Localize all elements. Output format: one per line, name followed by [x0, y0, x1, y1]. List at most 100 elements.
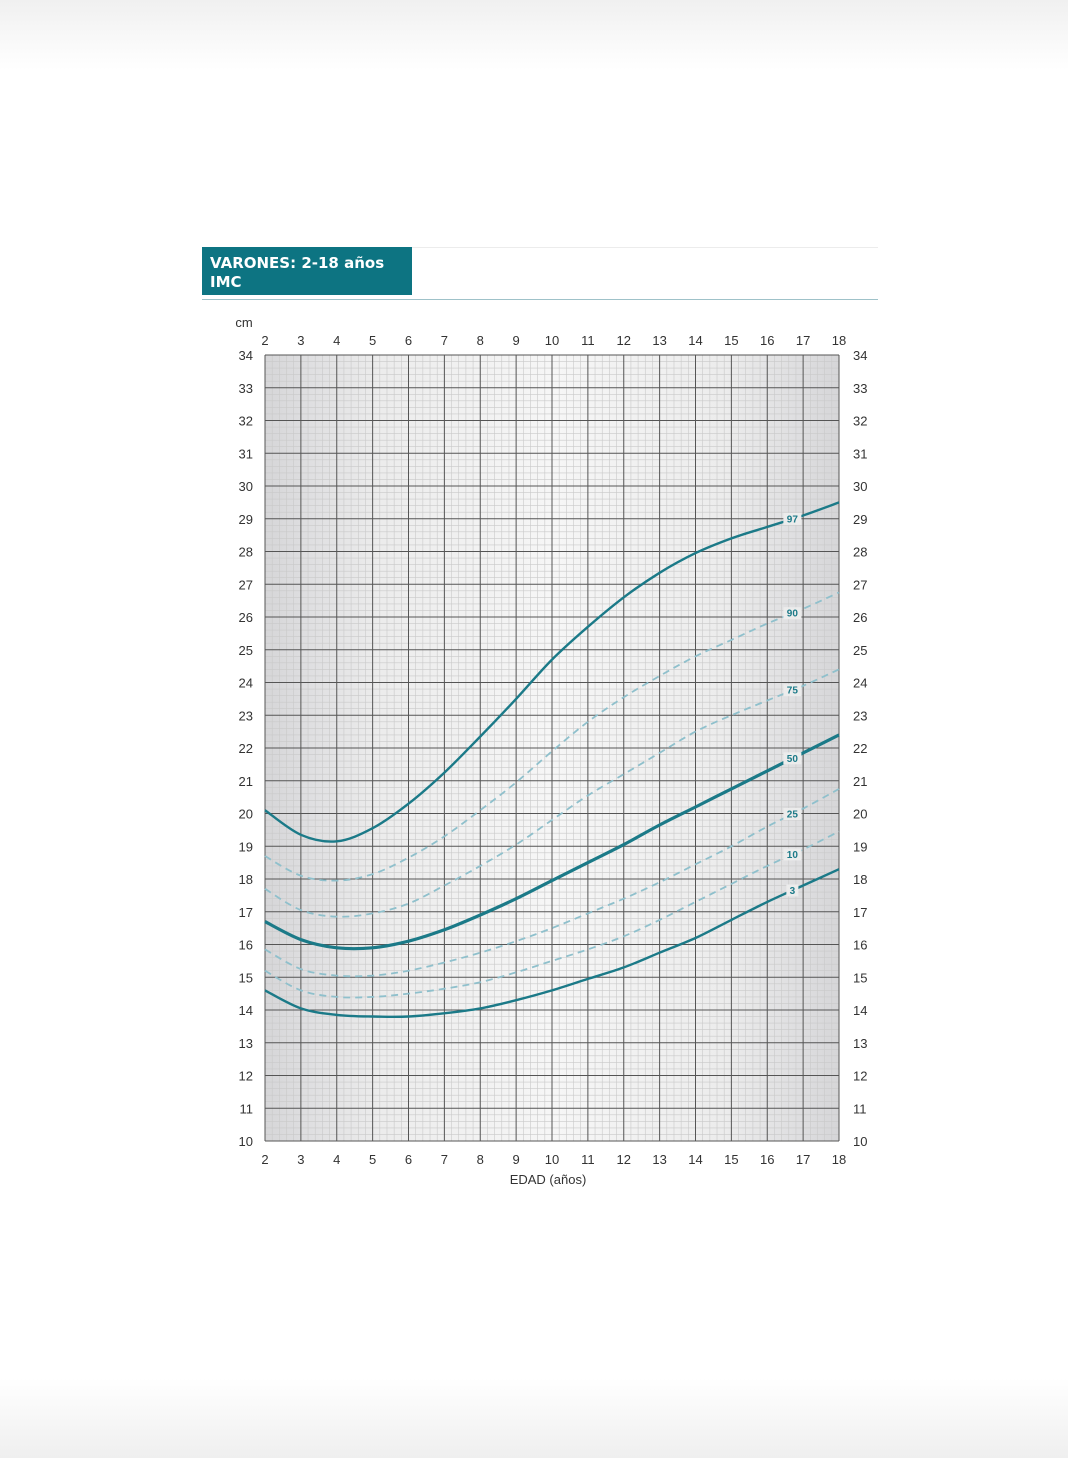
y-tick-label-right: 24: [853, 676, 867, 691]
x-tick-label-top: 13: [652, 333, 666, 348]
header-rule: [202, 299, 878, 300]
y-tick-label-right: 26: [853, 610, 867, 625]
y-tick-label-right: 33: [853, 381, 867, 396]
percentile-label-bg: [783, 607, 802, 620]
percentile-label-bg: [783, 512, 802, 525]
y-tick-label-right: 21: [853, 774, 867, 789]
percentile-label-p75: 75: [787, 686, 799, 697]
percentile-curve-p75: [264, 668, 840, 918]
y-tick-label-left: 21: [239, 774, 253, 789]
y-tick-label-right: 12: [853, 1069, 867, 1084]
y-tick-label-right: 27: [853, 577, 867, 592]
y-tick-label-left: 26: [239, 610, 253, 625]
x-tick-label-top: 12: [617, 333, 631, 348]
chart-subtitle: IMC: [210, 273, 242, 291]
y-tick-label-right: 32: [853, 414, 867, 429]
x-tick-label-bottom: 13: [652, 1152, 666, 1167]
x-tick-label-top: 17: [796, 333, 810, 348]
x-tick-label-bottom: 15: [724, 1152, 738, 1167]
y-tick-label-left: 23: [239, 708, 253, 723]
x-tick-label-bottom: 3: [297, 1152, 304, 1167]
x-tick-label-bottom: 10: [545, 1152, 559, 1167]
x-tick-label-bottom: 9: [513, 1152, 520, 1167]
x-tick-label-top: 10: [545, 333, 559, 348]
y-tick-label-left: 16: [239, 938, 253, 953]
top-rule: [412, 247, 878, 248]
percentile-curve-p25: [264, 788, 840, 978]
y-tick-label-right: 10: [853, 1134, 867, 1149]
percentile-label-bg: [783, 807, 802, 820]
chart-title: VARONES: 2-18 años: [210, 254, 385, 272]
y-tick-label-right: 18: [853, 872, 867, 887]
x-tick-label-top: 15: [724, 333, 738, 348]
y-tick-label-left: 18: [239, 872, 253, 887]
x-tick-label-top: 9: [513, 333, 520, 348]
y-tick-label-left: 15: [239, 970, 253, 985]
y-tick-label-left: 20: [239, 807, 253, 822]
y-tick-label-right: 23: [853, 708, 867, 723]
x-tick-label-bottom: 8: [477, 1152, 484, 1167]
y-tick-label-left: 32: [239, 414, 253, 429]
percentile-label-bg: [786, 884, 799, 897]
percentile-label-p50: 50: [787, 754, 799, 765]
percentile-label-bg: [783, 848, 802, 861]
y-tick-label-left: 12: [239, 1069, 253, 1084]
percentile-label-bg: [783, 684, 802, 697]
y-tick-label-right: 34: [853, 348, 867, 363]
y-tick-label-left: 22: [239, 741, 253, 756]
y-tick-label-left: 31: [239, 446, 253, 461]
grid-major: [264, 354, 840, 1142]
x-tick-label-top: 18: [832, 333, 846, 348]
percentile-label-p25: 25: [787, 809, 799, 820]
y-tick-label-left: 24: [239, 676, 253, 691]
x-tick-label-bottom: 18: [832, 1152, 846, 1167]
tick-labels: 2233445566778899101011111212131314141515…: [239, 333, 868, 1167]
y-tick-label-right: 20: [853, 807, 867, 822]
y-tick-label-right: 16: [853, 938, 867, 953]
y-tick-label-right: 17: [853, 905, 867, 920]
y-axis-unit: cm: [235, 315, 252, 330]
y-tick-label-right: 28: [853, 545, 867, 560]
x-tick-label-top: 14: [688, 333, 702, 348]
percentile-label-p97: 97: [787, 514, 799, 525]
y-tick-label-right: 22: [853, 741, 867, 756]
y-tick-label-right: 29: [853, 512, 867, 527]
x-tick-label-bottom: 2: [261, 1152, 268, 1167]
x-tick-label-top: 3: [297, 333, 304, 348]
y-tick-label-left: 34: [239, 348, 253, 363]
x-tick-label-bottom: 11: [581, 1152, 595, 1167]
percentile-label-p3: 3: [790, 886, 796, 897]
y-tick-label-right: 14: [853, 1003, 867, 1018]
y-tick-label-left: 17: [239, 905, 253, 920]
x-axis-label: EDAD (años): [510, 1172, 587, 1187]
y-tick-label-left: 11: [240, 1101, 254, 1116]
y-tick-label-left: 28: [239, 545, 253, 560]
x-tick-label-bottom: 6: [405, 1152, 412, 1167]
percentile-labels: 97 90 75 50 25 10 3: [783, 512, 802, 897]
percentile-curve-p50: [264, 733, 840, 951]
percentile-label-p90: 90: [787, 609, 799, 620]
x-tick-label-bottom: 5: [369, 1152, 376, 1167]
y-tick-label-left: 10: [239, 1134, 253, 1149]
percentile-label-bg: [783, 752, 802, 765]
percentile-curve-p97: [264, 501, 840, 843]
x-tick-label-bottom: 16: [760, 1152, 774, 1167]
percentile-curve-p3: [264, 868, 840, 1019]
x-tick-label-top: 2: [261, 333, 268, 348]
y-tick-label-right: 31: [853, 446, 867, 461]
y-tick-label-left: 30: [239, 479, 253, 494]
y-tick-label-left: 14: [239, 1003, 253, 1018]
chart-title-box: VARONES: 2-18 años IMC: [202, 247, 412, 295]
x-tick-label-top: 4: [333, 333, 340, 348]
y-tick-label-left: 29: [239, 512, 253, 527]
percentile-curve-p10: [264, 830, 840, 999]
y-tick-label-right: 11: [853, 1101, 867, 1116]
y-tick-label-left: 25: [239, 643, 253, 658]
y-tick-label-left: 33: [239, 381, 253, 396]
y-tick-label-right: 15: [853, 970, 867, 985]
x-tick-label-bottom: 7: [441, 1152, 448, 1167]
x-tick-label-bottom: 14: [688, 1152, 702, 1167]
x-tick-label-top: 6: [405, 333, 412, 348]
x-tick-label-top: 16: [760, 333, 774, 348]
x-tick-label-bottom: 17: [796, 1152, 810, 1167]
